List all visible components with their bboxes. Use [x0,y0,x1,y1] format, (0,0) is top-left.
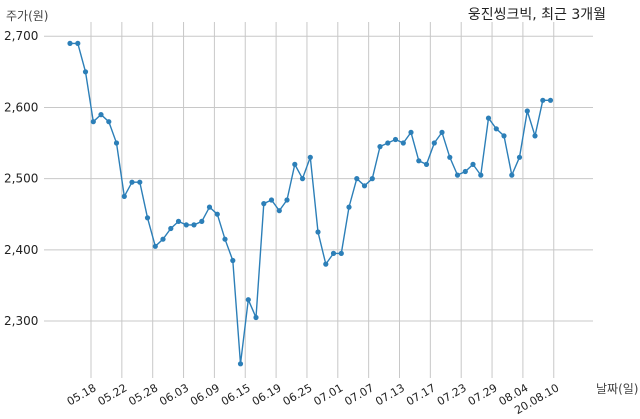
data-point [354,176,360,182]
chart-title: 웅진씽크빅, 최근 3개월 [467,7,606,23]
data-point [237,361,244,367]
data-point [462,168,468,175]
data-point [532,133,538,139]
x-tick-label: 07.23 [435,381,469,408]
data-point [454,172,461,178]
data-point [276,208,282,214]
y-tick-label: 2,300 [4,314,38,328]
data-point [245,297,251,303]
y-tick-label: 2,500 [4,172,38,186]
data-point [168,225,174,232]
data-point [439,129,445,135]
price-points [67,40,554,367]
data-point [478,172,484,178]
data-point [230,257,236,264]
data-point [206,204,213,210]
data-point [121,193,127,199]
data-point [423,161,430,167]
x-tick-label: 05.22 [96,381,130,408]
data-point [183,222,189,228]
data-point [67,40,73,47]
data-point [106,119,112,125]
x-tick-label: 07.13 [373,381,407,408]
x-tick-label: 06.19 [250,381,284,408]
data-point [175,218,182,224]
data-point [315,229,321,235]
data-point [90,119,96,125]
grid-lines [44,22,593,378]
x-tick-label: 07.29 [466,381,500,408]
x-axis-ticks: 05.1805.2205.2806.0306.0906.1506.1906.25… [65,381,562,417]
data-point [330,250,337,256]
data-point [268,197,275,203]
data-point [261,201,267,207]
data-point [144,215,151,221]
x-tick-label: 06.25 [281,381,315,408]
data-point [338,250,344,256]
data-point [137,179,143,185]
data-point [199,218,205,224]
y-tick-label: 2,700 [4,29,38,43]
data-point [98,112,104,118]
data-point [292,161,298,167]
data-point [129,179,135,185]
data-point [323,261,329,267]
data-point [152,243,158,249]
x-tick-label: 07.17 [404,381,438,408]
x-tick-label: 06.09 [188,381,222,408]
data-point [524,108,530,114]
data-point [493,126,499,132]
x-axis-label: 날짜(일) [596,382,639,396]
data-point [547,97,554,103]
data-point [416,158,422,164]
data-point [400,140,406,146]
data-point [516,154,523,160]
data-point [299,176,306,182]
data-point [346,204,352,210]
data-point [431,140,437,146]
data-point [385,140,391,146]
y-tick-label: 2,400 [4,243,38,257]
data-point [160,236,166,242]
data-point [82,69,89,75]
data-point [361,183,368,189]
y-axis-label: 주가(원) [6,9,49,23]
x-tick-label: 07.01 [312,381,346,408]
data-point [191,222,197,228]
x-tick-label: 07.07 [342,381,376,408]
data-point [392,136,399,143]
data-point [307,154,313,160]
x-tick-label: 05.18 [65,381,99,408]
data-point [253,314,259,321]
data-point [214,211,220,217]
x-tick-label: 06.03 [157,381,191,408]
y-tick-label: 2,600 [4,100,38,114]
x-tick-label: 05.28 [126,381,160,408]
data-point [501,133,507,139]
y-axis-ticks: 2,300 2,400 2,500 2,600 2,700 [4,29,38,328]
data-point [485,115,492,121]
data-point [75,40,81,47]
data-point [447,154,453,160]
data-point [509,172,515,178]
data-point [377,144,383,150]
data-point [222,236,228,242]
data-point [470,161,476,167]
data-point [369,176,375,182]
data-point [540,97,546,103]
data-point [284,197,290,203]
price-line [70,42,551,364]
data-point [113,140,120,146]
data-point [408,129,414,135]
x-tick-label: 06.15 [219,381,253,408]
